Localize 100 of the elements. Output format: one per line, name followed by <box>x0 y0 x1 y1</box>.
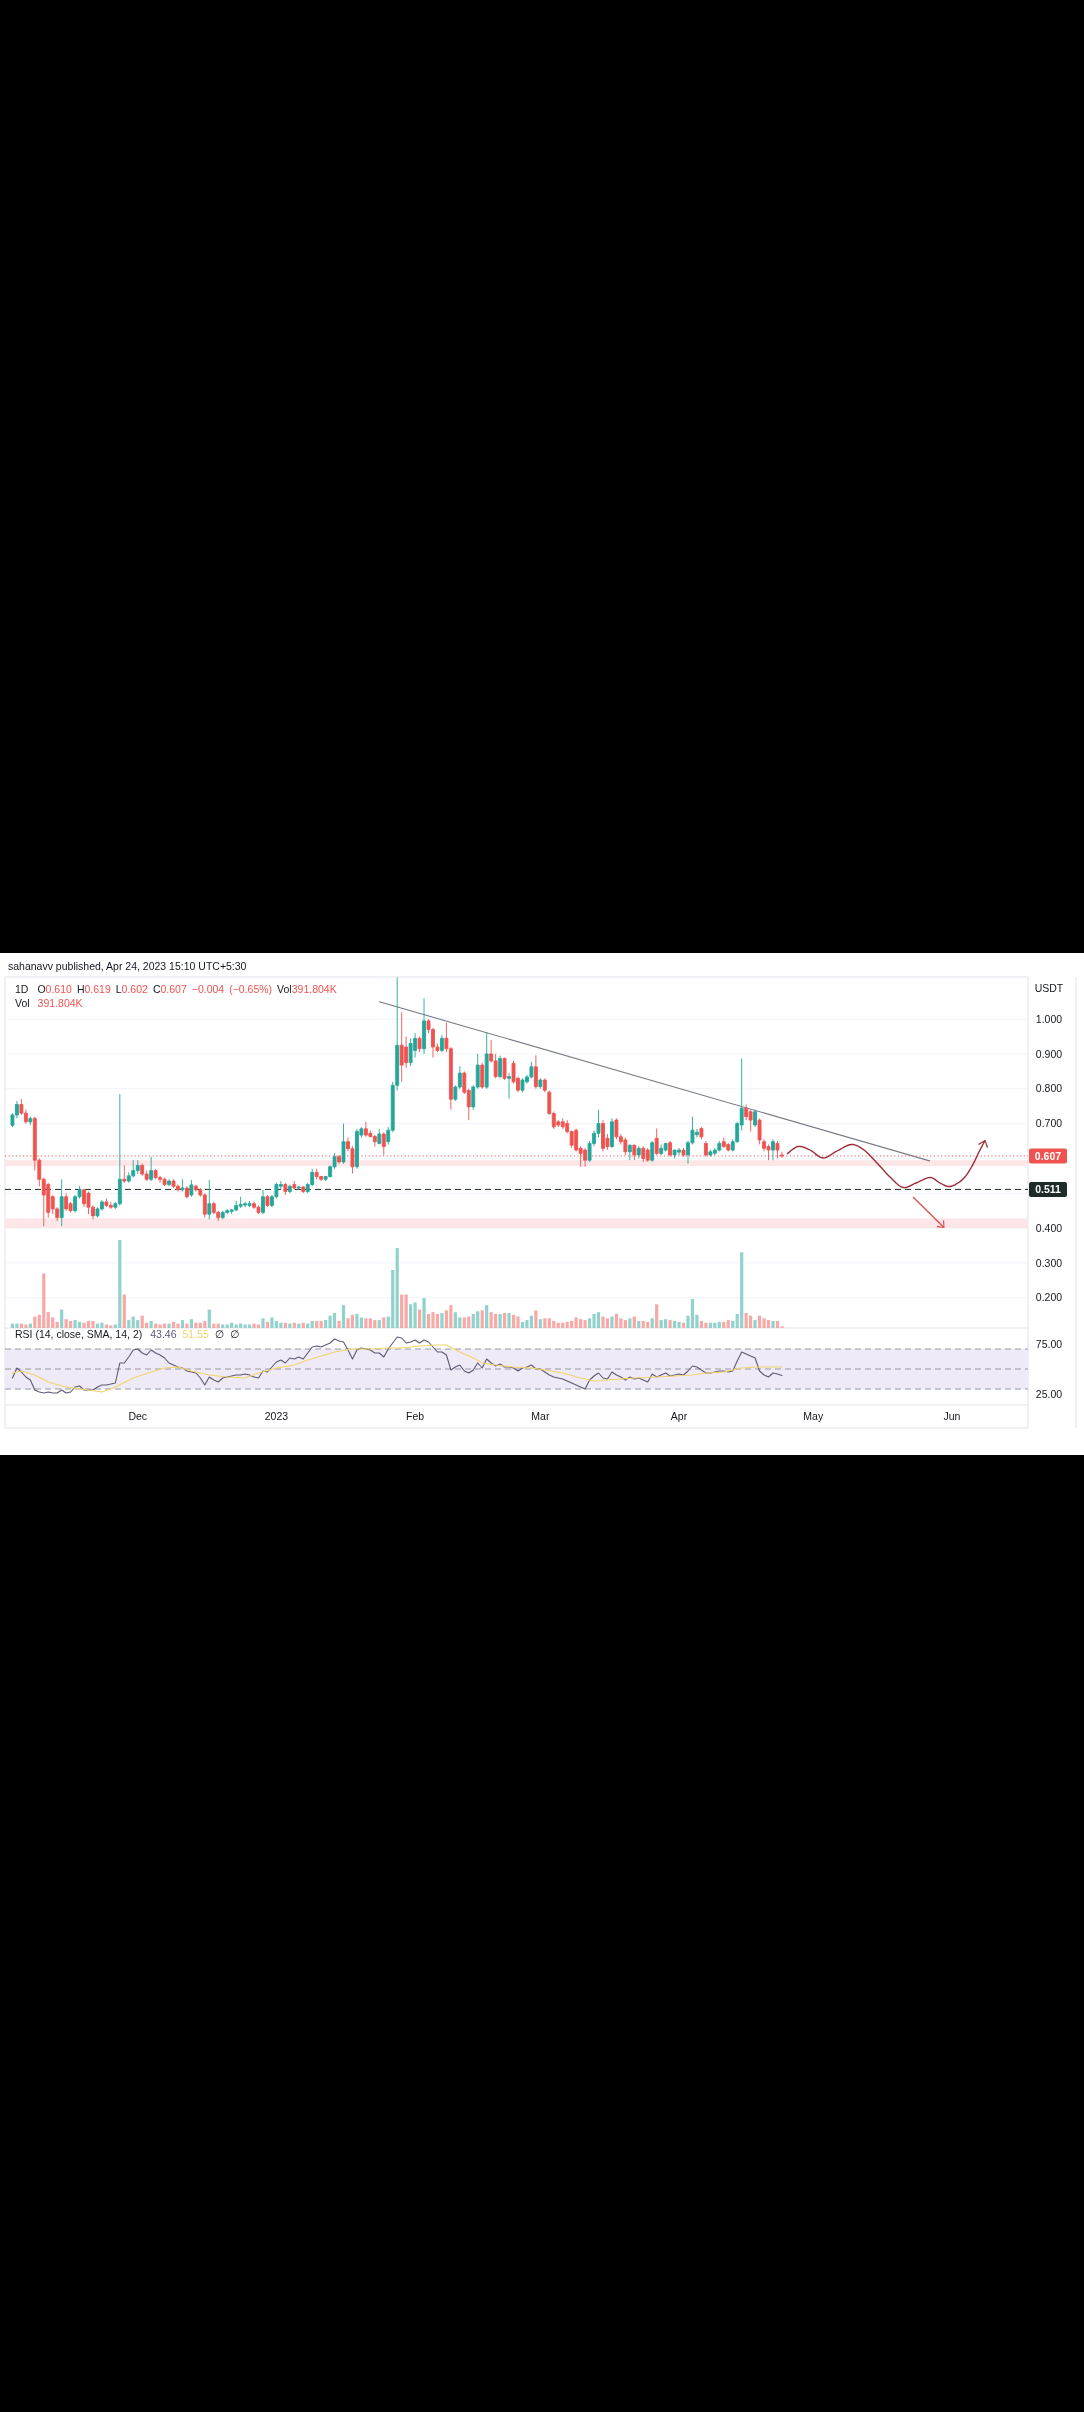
bar <box>744 1313 748 1328</box>
candlestick <box>650 1140 655 1163</box>
text: 1D <box>15 982 29 995</box>
bar <box>507 1313 511 1328</box>
bar <box>400 1294 404 1328</box>
bar <box>332 1313 337 1328</box>
bar <box>471 1313 475 1328</box>
y-tick-label: 0.700 <box>1035 1117 1063 1130</box>
bar <box>655 1304 659 1328</box>
bar <box>409 1304 413 1328</box>
bar <box>69 1320 73 1328</box>
bar <box>261 1318 265 1328</box>
bar <box>189 1319 194 1328</box>
candlestick <box>108 1201 113 1210</box>
bar <box>552 1320 556 1328</box>
candlestick <box>520 1077 525 1093</box>
candlestick <box>301 1185 306 1194</box>
line-series <box>11 1344 783 1393</box>
candlestick <box>502 1056 507 1081</box>
candlestick <box>59 1178 64 1227</box>
bar <box>77 1321 82 1328</box>
bar <box>449 1305 453 1328</box>
bar <box>243 1324 247 1328</box>
x-tick-label: Apr <box>670 1410 688 1422</box>
candlestick <box>377 1128 382 1145</box>
bar <box>176 1323 180 1328</box>
candlestick <box>484 1031 489 1090</box>
bar <box>252 1323 256 1328</box>
bar <box>628 1318 632 1328</box>
bar <box>511 1314 516 1328</box>
candlestick <box>627 1144 632 1161</box>
candlestick <box>287 1184 292 1194</box>
bar <box>623 1320 627 1328</box>
bar <box>377 1320 381 1328</box>
annotation: 43.46 <box>150 1328 177 1340</box>
candlestick <box>771 1138 775 1161</box>
bar <box>24 1324 28 1328</box>
bar <box>516 1316 520 1328</box>
candlestick <box>542 1077 547 1093</box>
y-tick-label: 0.400 <box>1035 1221 1063 1234</box>
bar <box>270 1317 274 1328</box>
bar <box>570 1320 574 1328</box>
bar <box>86 1320 91 1328</box>
bar <box>668 1320 672 1328</box>
bar <box>256 1324 261 1328</box>
bar <box>435 1313 440 1328</box>
bar <box>15 1323 19 1328</box>
bar <box>118 1240 122 1328</box>
bar <box>587 1318 592 1328</box>
bar <box>592 1313 596 1328</box>
bar <box>274 1320 279 1328</box>
candlestick <box>538 1077 543 1090</box>
candlestick <box>614 1117 619 1140</box>
candlestick <box>292 1180 297 1191</box>
bar <box>614 1313 619 1328</box>
y-tick-label: 1.000 <box>1035 1012 1063 1025</box>
bar <box>310 1320 314 1328</box>
bar <box>619 1318 623 1328</box>
bar <box>315 1320 319 1328</box>
x-tick-label: Mar <box>531 1410 550 1422</box>
candlestick <box>220 1210 225 1220</box>
bar <box>699 1320 704 1328</box>
bar <box>417 1309 422 1328</box>
candlestick <box>721 1137 726 1149</box>
candlestick <box>726 1142 731 1152</box>
bar <box>480 1310 484 1328</box>
bar <box>328 1315 332 1328</box>
candlestick <box>122 1164 127 1184</box>
candlestick <box>314 1168 319 1180</box>
candlestick <box>162 1177 167 1187</box>
bar <box>485 1305 489 1328</box>
candlestick <box>247 1200 252 1208</box>
bar <box>672 1320 677 1328</box>
bar <box>341 1305 346 1328</box>
candlestick <box>207 1179 212 1220</box>
bar <box>431 1312 435 1328</box>
bar <box>265 1321 270 1328</box>
candlestick <box>149 1156 154 1182</box>
bar <box>757 1315 762 1328</box>
bar <box>346 1318 350 1328</box>
bar <box>775 1320 780 1328</box>
bar <box>64 1319 68 1328</box>
bar <box>476 1311 480 1328</box>
candlestick <box>498 1055 503 1079</box>
bar <box>100 1322 104 1328</box>
y-tick-label: 25.00 <box>1035 1387 1063 1400</box>
bar <box>185 1323 189 1328</box>
bar <box>677 1321 681 1328</box>
candlestick <box>560 1117 565 1130</box>
candlestick <box>636 1145 641 1159</box>
bar <box>136 1320 140 1328</box>
ref-line-label: 0.511 <box>1035 1183 1062 1196</box>
y-tick-label: 0.200 <box>1035 1291 1063 1304</box>
bar <box>453 1312 457 1328</box>
y-tick-label: 0.800 <box>1035 1082 1063 1095</box>
x-tick-label: 2023 <box>264 1410 289 1422</box>
candlestick <box>234 1200 239 1212</box>
candlestick <box>296 1185 301 1191</box>
bar <box>637 1320 641 1328</box>
bar <box>494 1313 498 1328</box>
